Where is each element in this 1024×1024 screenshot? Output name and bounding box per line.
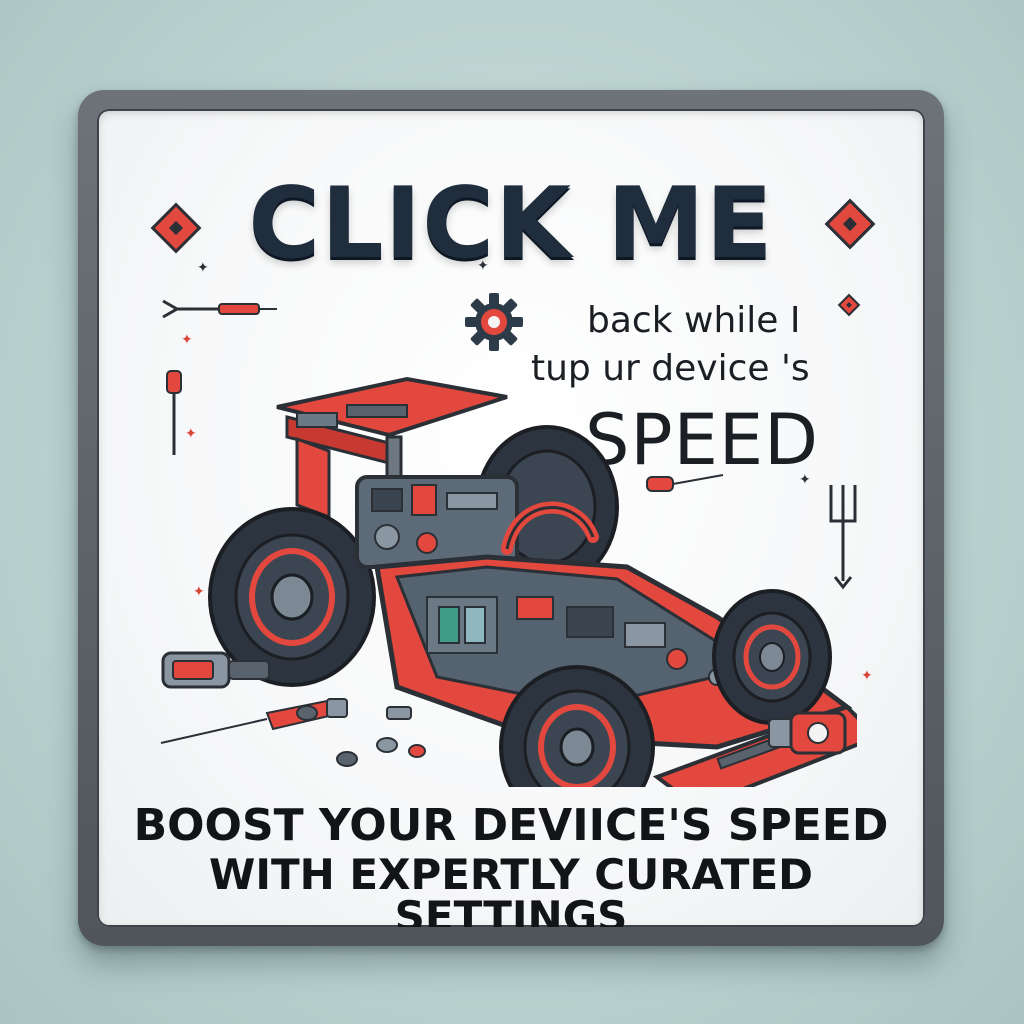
fork-tool-icon <box>829 485 857 590</box>
washer-parts-icon <box>296 705 426 767</box>
sparkle-icon: ✦ <box>861 668 873 684</box>
subtext-line-1: BOOST YOUR DEVIICE'S SPEED <box>133 800 889 851</box>
sparkle-icon: ✦ <box>185 426 197 442</box>
sparkle-icon: ✦ <box>193 584 205 600</box>
ad-panel[interactable]: CLICK ME ✦ ✦ ✦ ✦ ✦ ✦ ✦ back while I tup … <box>97 109 925 927</box>
sparkle-icon: ✦ <box>197 260 209 276</box>
usb-plug-icon <box>768 711 847 755</box>
fork-tool-icon <box>162 299 277 319</box>
sparkle-icon: ✦ <box>181 332 193 348</box>
ad-frame: CLICK ME ✦ ✦ ✦ ✦ ✦ ✦ ✦ back while I tup … <box>78 90 944 946</box>
sparkle-icon: ✦ <box>799 472 811 488</box>
tagline-line-2: tup ur device 's <box>531 348 810 389</box>
race-car-illustration <box>208 376 857 787</box>
subtext-line-2: WITH EXPERTLY CURATED SETTINGS <box>209 850 813 928</box>
usb-plug-icon <box>161 651 270 689</box>
sparkle-icon: ✦ <box>477 258 489 274</box>
headline-click-me[interactable]: CLICK ME <box>248 167 774 281</box>
screwdriver-icon <box>166 370 182 455</box>
tagline-speed: SPEED <box>585 399 820 481</box>
gear-icon <box>465 293 523 351</box>
tagline-line-1: back while I <box>587 300 801 341</box>
screwdriver-icon <box>646 474 724 492</box>
